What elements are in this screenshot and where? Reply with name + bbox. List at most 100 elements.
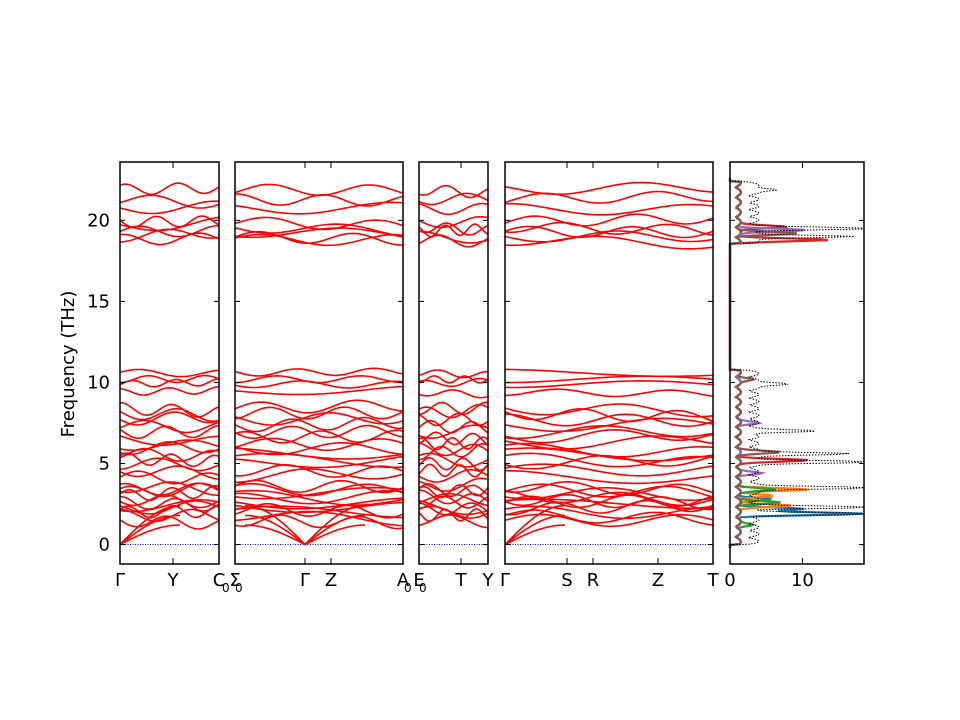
kpoint-label: R bbox=[587, 570, 600, 591]
phonon-band bbox=[234, 399, 404, 414]
phonon-band bbox=[234, 424, 404, 440]
phonon-band bbox=[119, 368, 220, 378]
acoustic-band bbox=[244, 514, 306, 546]
kpoint-label: A bbox=[397, 570, 410, 591]
phonon-band bbox=[418, 412, 489, 427]
acoustic-band bbox=[244, 524, 306, 546]
phonon-band bbox=[119, 465, 220, 480]
phonon-band bbox=[119, 407, 220, 422]
y-tick-label: 20 bbox=[87, 210, 110, 231]
phonon-band bbox=[119, 216, 220, 232]
kpoint-label: Y bbox=[482, 570, 495, 591]
kpoint-label: Γ bbox=[115, 570, 125, 591]
phonon-band bbox=[504, 368, 714, 378]
phonon-band bbox=[418, 369, 488, 379]
phonon-band bbox=[234, 447, 404, 460]
phonon-band bbox=[119, 424, 220, 439]
y-tick-label: 10 bbox=[87, 372, 110, 393]
phonon-band bbox=[119, 494, 220, 509]
phonon-band bbox=[418, 230, 489, 244]
phonon-band bbox=[119, 508, 220, 523]
phonon-band bbox=[504, 225, 714, 239]
phonon-band bbox=[234, 437, 404, 452]
phonon-band bbox=[505, 202, 714, 216]
total-dos-curve bbox=[729, 178, 865, 548]
phonon-band bbox=[234, 429, 404, 444]
dos-panel-frame bbox=[729, 161, 865, 565]
phonon-band bbox=[234, 502, 404, 519]
phonon-band bbox=[119, 385, 220, 396]
kpoint-subscript-label: 0 bbox=[222, 581, 230, 595]
phonon-band bbox=[418, 436, 489, 451]
phonon-band bbox=[234, 479, 404, 494]
phonon-band bbox=[234, 223, 404, 237]
kpoint-label: C bbox=[213, 570, 226, 591]
kpoint-label: Z bbox=[652, 570, 664, 591]
acoustic-band bbox=[244, 504, 306, 546]
acoustic-band bbox=[119, 514, 181, 546]
acoustic-band bbox=[504, 504, 566, 546]
phonon-band bbox=[119, 215, 220, 229]
phonon-band bbox=[234, 468, 404, 484]
phonon-band bbox=[418, 216, 489, 229]
kpoint-label: S bbox=[561, 570, 572, 591]
phonon-band bbox=[504, 408, 714, 423]
phonon-band bbox=[418, 442, 489, 457]
phonon-band bbox=[504, 487, 714, 501]
dos-x-tick-label: 10 bbox=[791, 570, 814, 591]
phonon-band bbox=[504, 213, 714, 227]
phonon-band bbox=[234, 514, 404, 530]
phonon-band bbox=[419, 489, 489, 505]
dos-x-tick-label: 0 bbox=[724, 570, 735, 591]
phonon-band bbox=[234, 183, 404, 197]
phonon-band bbox=[234, 201, 404, 215]
phonon-band bbox=[119, 374, 220, 384]
phonon-band bbox=[504, 480, 714, 496]
y-tick-label: 5 bbox=[99, 454, 110, 475]
phonon-band bbox=[418, 492, 489, 507]
phonon-band bbox=[119, 194, 220, 209]
phonon-band bbox=[418, 431, 489, 446]
phonon-band bbox=[418, 463, 489, 478]
y-axis-label: Frequency (THz) bbox=[58, 291, 79, 438]
phonon-band bbox=[504, 499, 714, 516]
acoustic-band bbox=[504, 524, 566, 546]
phonon-band bbox=[119, 482, 220, 496]
phonon-band bbox=[504, 447, 714, 462]
y-tick-label: 0 bbox=[99, 535, 110, 556]
phonon-band bbox=[418, 495, 489, 509]
phonon-band bbox=[504, 221, 714, 237]
phonon-band bbox=[504, 435, 714, 450]
phonon-band bbox=[504, 181, 714, 195]
kpoint-label: E bbox=[413, 570, 424, 591]
phonon-band bbox=[504, 379, 714, 389]
phonon-band bbox=[234, 230, 403, 246]
phonon-band bbox=[119, 200, 219, 215]
phonon-band bbox=[504, 388, 714, 398]
phonon-band bbox=[119, 452, 220, 468]
band-panel-frame bbox=[119, 161, 220, 565]
band-panel-frame bbox=[504, 161, 714, 565]
phonon-band bbox=[418, 184, 489, 199]
phonon-band bbox=[418, 484, 489, 499]
kpoint-label: Γ bbox=[500, 570, 510, 591]
acoustic-band bbox=[304, 524, 366, 546]
phonon-band bbox=[234, 406, 404, 420]
phonon-band bbox=[119, 411, 220, 426]
phonon-band bbox=[234, 441, 404, 456]
phonon-band bbox=[234, 486, 404, 500]
phonon-band bbox=[418, 401, 489, 415]
phonon-band bbox=[119, 419, 220, 434]
phonon-band bbox=[119, 435, 220, 446]
kpoint-label: T bbox=[455, 570, 468, 591]
acoustic-band bbox=[304, 514, 366, 546]
phonon-band bbox=[504, 509, 714, 526]
phonon-band bbox=[119, 457, 220, 472]
phonon-band bbox=[119, 439, 220, 451]
phonon-band bbox=[418, 499, 489, 516]
acoustic-band bbox=[119, 504, 181, 546]
phonon-band bbox=[418, 456, 489, 471]
phonon-band bbox=[418, 377, 489, 388]
phonon-band bbox=[234, 216, 404, 231]
